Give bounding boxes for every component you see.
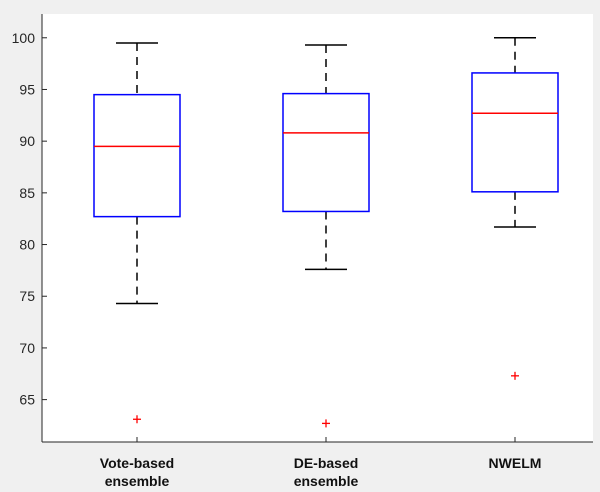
y-tick-label: 90 <box>19 133 35 149</box>
x-category-label-line: NWELM <box>489 455 542 471</box>
y-tick-label: 95 <box>19 81 35 97</box>
x-category-label: DE-based ensemble <box>294 455 359 489</box>
x-category-label-line: Vote-based <box>100 455 174 471</box>
y-tick-label: 80 <box>19 237 35 253</box>
box-group <box>471 37 559 380</box>
outlier-marker <box>511 371 519 380</box>
y-ticks: 65 70 75 80 85 90 95 100 <box>12 30 47 408</box>
x-category-label: NWELM <box>489 455 542 471</box>
x-category-label-line: DE-based <box>294 455 359 471</box>
iqr-box <box>282 92 370 213</box>
y-tick-label: 85 <box>19 185 35 201</box>
outlier-marker <box>322 419 330 428</box>
iqr-box <box>93 93 181 218</box>
x-ticks: Vote-based ensemble DE-based ensemble NWELM <box>100 437 542 489</box>
x-category-label: Vote-based ensemble <box>100 455 174 489</box>
y-tick-label: 100 <box>12 30 36 46</box>
y-tick-label: 70 <box>19 340 35 356</box>
y-tick-label: 65 <box>19 392 35 408</box>
box-group <box>282 44 370 428</box>
iqr-box <box>471 72 559 193</box>
y-tick-label: 75 <box>19 288 35 304</box>
x-category-label-line: ensemble <box>105 473 170 489</box>
outlier-marker <box>133 415 141 424</box>
box-group <box>93 42 181 424</box>
plot-area <box>42 14 593 442</box>
boxes-layer <box>93 37 559 428</box>
x-category-label-line: ensemble <box>294 473 359 489</box>
